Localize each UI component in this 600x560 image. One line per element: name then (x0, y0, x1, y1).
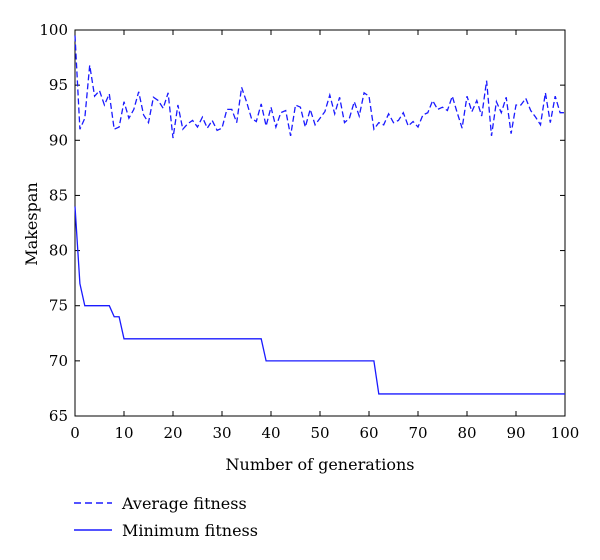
y-tick-label: 100 (39, 21, 68, 39)
x-tick-label: 100 (551, 424, 580, 442)
x-tick-label: 20 (163, 424, 182, 442)
y-tick-label: 65 (49, 407, 68, 425)
x-tick-label: 50 (310, 424, 329, 442)
minimum-fitness-line (74, 206, 565, 395)
x-tick-label: 30 (212, 424, 231, 442)
y-tick-label: 75 (49, 297, 68, 315)
x-axis: 0 10 20 30 40 50 60 70 80 90 100 (70, 30, 579, 442)
y-tick-label: 95 (49, 76, 68, 94)
x-tick-label: 10 (114, 424, 133, 442)
plot-frame (74, 29, 566, 417)
x-tick-label: 40 (261, 424, 280, 442)
x-axis-title: Number of generations (226, 455, 415, 474)
series-layer (74, 35, 565, 395)
x-tick-label: 0 (70, 424, 80, 442)
y-tick-label: 85 (49, 186, 68, 204)
y-axis-title: Makespan (22, 182, 41, 265)
y-axis: 65 70 75 80 85 90 95 100 (39, 21, 565, 425)
y-tick-label: 70 (49, 352, 68, 370)
x-tick-label: 80 (457, 424, 476, 442)
y-tick-label: 90 (49, 131, 68, 149)
x-tick-label: 60 (359, 424, 378, 442)
plot-border (74, 29, 566, 417)
x-tick-label: 90 (506, 424, 525, 442)
legend-label-average: Average fitness (121, 494, 247, 513)
y-tick-label: 80 (49, 242, 68, 260)
average-fitness-line (74, 35, 565, 139)
legend: Average fitness Minimum fitness (74, 494, 258, 540)
legend-label-minimum: Minimum fitness (122, 521, 258, 540)
x-tick-label: 70 (408, 424, 427, 442)
